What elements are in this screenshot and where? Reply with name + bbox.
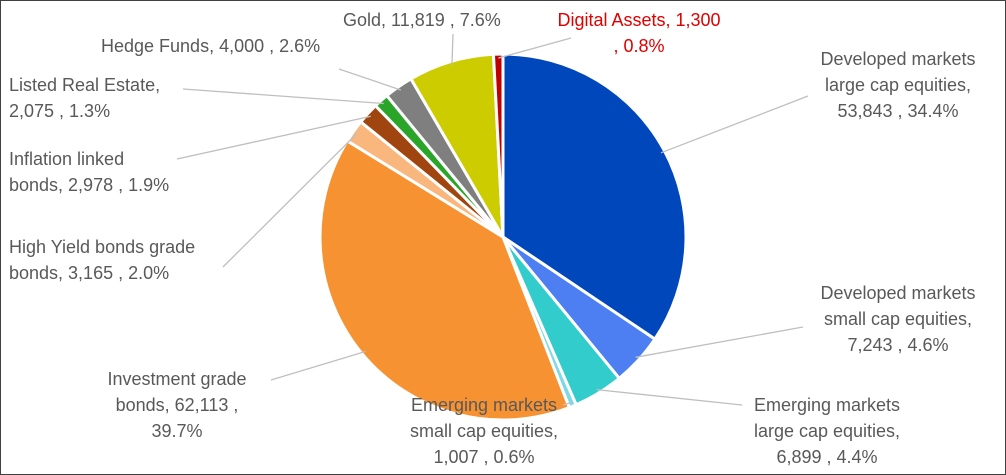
slice-label-line: Digital Assets, 1,300 [557, 10, 720, 30]
pie-slice-investment-grade-bonds [318, 139, 571, 422]
slice-label-line: Emerging markets [754, 395, 900, 415]
leader-line-developed-markets-large-cap-equities [660, 95, 809, 154]
slice-label-line: small cap equities, [824, 309, 972, 329]
slice-label-line: bonds, 2,978 , 1.9% [9, 175, 169, 195]
slice-label-line: Inflation linked [9, 149, 124, 169]
slice-label-line: Developed markets [820, 49, 975, 69]
slice-label-line: 2,075 , 1.3% [9, 101, 110, 121]
slice-labels: Developed markets large cap equities, 53,8… [9, 10, 976, 467]
leader-line-listed-real-estate [182, 88, 384, 105]
slice-label-line: 53,843 , 34.4% [837, 101, 958, 121]
slice-label-line: Investment grade [107, 369, 246, 389]
slice-label-line: large cap equities, [754, 421, 900, 441]
leader-line-emerging-markets-large-cap-equities [596, 388, 743, 406]
slice-label-emerging-markets-small-cap-equities: Emerging markets small cap equities, 1,007… [410, 395, 558, 467]
leader-line-investment-grade-bonds [270, 350, 366, 381]
slice-label-inflation-linked-bonds: Inflation linked bonds, 2,978 , 1.9% [9, 149, 169, 195]
pie-slices [318, 52, 688, 422]
slice-label-high-yield-bonds-grade-bonds: High Yield bonds grade bonds, 3,165 , 2.0… [9, 237, 195, 283]
slice-label-line: Developed markets [820, 283, 975, 303]
slice-label-line: bonds, 62,113 , [116, 395, 239, 415]
slice-label-line: Hedge Funds, 4,000 , 2.6% [101, 36, 320, 56]
leader-line-developed-markets-small-cap-equities [635, 326, 804, 358]
pie-slice-digital-assets [491, 52, 505, 239]
leader-line-emerging-markets-small-cap-equities [562, 401, 572, 406]
slice-label-line: 1,007 , 0.6% [433, 447, 534, 467]
slice-label-line: , 0.8% [613, 36, 664, 56]
leader-line-digital-assets [498, 37, 572, 59]
leader-line-gold [451, 33, 454, 66]
slice-label-investment-grade-bonds: Investment grade bonds, 62,113 , 39.7% [107, 369, 246, 441]
slice-label-line: 6,899 , 4.4% [776, 447, 877, 467]
slice-label-digital-assets: Digital Assets, 1,300 , 0.8% [557, 10, 720, 56]
slice-label-line: large cap equities, [825, 75, 971, 95]
slice-label-emerging-markets-large-cap-equities: Emerging markets large cap equities, 6,899… [754, 395, 900, 467]
slice-label-line: Emerging markets [411, 395, 557, 415]
slice-label-developed-markets-small-cap-equities: Developed markets small cap equities, 7,24… [820, 283, 975, 355]
leader-line-inflation-linked-bonds [176, 115, 371, 160]
slice-label-line: 39.7% [151, 421, 202, 441]
slice-label-gold: Gold, 11,819 , 7.6% [343, 10, 501, 30]
slice-label-line: bonds, 3,165 , 2.0% [9, 263, 169, 283]
slice-label-line: Gold, 11,819 , 7.6% [343, 10, 501, 30]
slice-label-line: 7,243 , 4.6% [847, 335, 948, 355]
leader-line-hedge-funds [338, 68, 402, 91]
leader-lines [176, 33, 809, 406]
slice-label-line: small cap equities, [410, 421, 558, 441]
slice-label-line: High Yield bonds grade [9, 237, 195, 257]
slice-label-developed-markets-large-cap-equities: Developed markets large cap equities, 53,8… [820, 49, 975, 121]
slice-label-hedge-funds: Hedge Funds, 4,000 , 2.6% [101, 36, 320, 56]
slice-label-listed-real-estate: Listed Real Estate, 2,075 , 1.3% [9, 75, 160, 121]
leader-line-high-yield-bonds-grade-bonds [222, 133, 358, 268]
slice-label-line: Listed Real Estate, [9, 75, 160, 95]
